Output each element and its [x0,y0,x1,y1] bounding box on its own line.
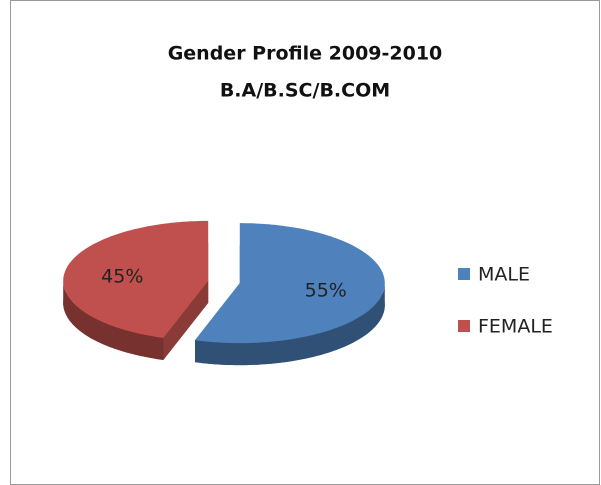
legend-swatch [458,320,470,332]
data-label: 45% [101,266,143,288]
legend-swatch [458,268,470,280]
slice-side [63,280,164,360]
chart-subtitle: B.A/B.SC/B.COM [220,80,390,102]
chart-title: Gender Profile 2009-2010 [168,43,443,65]
slice-side [195,283,385,366]
slice [63,220,209,338]
slice-face [163,280,209,360]
slice [195,223,385,344]
legend-label: FEMALE [478,316,553,338]
legend-label: MALE [478,264,530,286]
data-label: 55% [305,279,347,301]
